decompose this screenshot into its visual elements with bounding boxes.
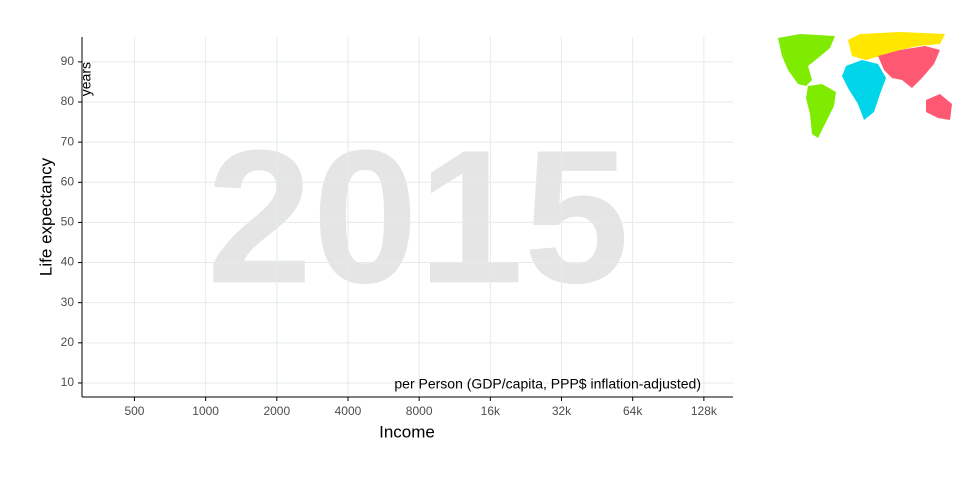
x-tick-label: 8000 bbox=[406, 404, 433, 418]
y-annotation: years bbox=[78, 62, 94, 96]
x-tick-label: 32k bbox=[552, 404, 572, 418]
x-annotation: per Person (GDP/capita, PPP$ inflation-a… bbox=[394, 376, 701, 392]
grid bbox=[82, 37, 733, 397]
y-tick-label: 50 bbox=[61, 215, 75, 229]
y-tick-label: 30 bbox=[61, 295, 75, 309]
x-axis-title: Income bbox=[379, 422, 435, 441]
map-americas-south[interactable] bbox=[806, 84, 836, 138]
map-americas[interactable] bbox=[778, 34, 835, 86]
x-tick-label: 16k bbox=[481, 404, 501, 418]
region-map[interactable] bbox=[778, 32, 952, 138]
y-tick-label: 10 bbox=[61, 375, 75, 389]
x-tick-label: 2000 bbox=[263, 404, 290, 418]
y-tick-label: 80 bbox=[61, 94, 75, 108]
y-axis-title: Life expectancy bbox=[36, 157, 55, 276]
y-tick-label: 70 bbox=[61, 134, 75, 148]
x-tick-label: 4000 bbox=[335, 404, 362, 418]
x-tick-label: 128k bbox=[691, 404, 718, 418]
y-tick-label: 90 bbox=[61, 54, 75, 68]
map-europe[interactable] bbox=[848, 32, 945, 60]
x-tick-label: 500 bbox=[124, 404, 144, 418]
year-watermark: 2015 bbox=[207, 111, 630, 323]
x-tick-label: 1000 bbox=[192, 404, 219, 418]
map-africa[interactable] bbox=[842, 60, 886, 120]
y-tick-label: 40 bbox=[61, 255, 75, 269]
y-tick-label: 60 bbox=[61, 174, 75, 188]
map-asia[interactable] bbox=[878, 46, 940, 88]
map-oceania[interactable] bbox=[926, 94, 952, 120]
y-tick-label: 20 bbox=[61, 335, 75, 349]
x-tick-label: 64k bbox=[623, 404, 643, 418]
